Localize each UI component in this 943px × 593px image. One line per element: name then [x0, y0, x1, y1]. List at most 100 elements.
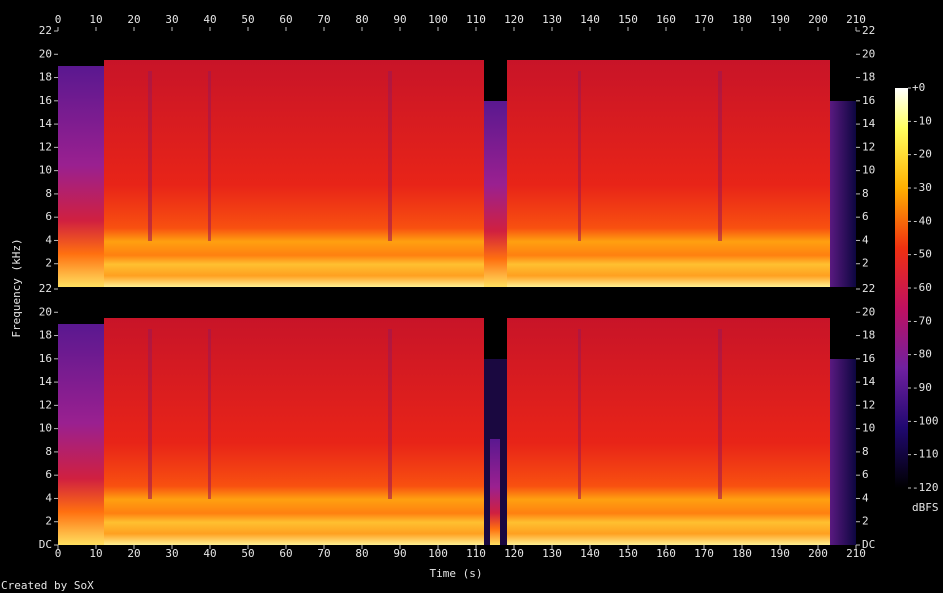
x-tick-label: 100	[428, 547, 448, 560]
y-tick-label: 20	[39, 305, 52, 318]
y-tick-label: 18	[862, 329, 875, 342]
y-tick-label: 12	[862, 398, 875, 411]
x-tick-label: 40	[203, 13, 216, 26]
y-tick-label: 16	[39, 94, 52, 107]
x-tick-label: 60	[279, 13, 292, 26]
y-tick-label: 20	[862, 305, 875, 318]
y-tick-label: 12	[39, 398, 52, 411]
y-tick-label: 22	[39, 24, 52, 37]
x-tick-label: 170	[694, 13, 714, 26]
x-tick-label: 30	[165, 13, 178, 26]
y-tick-label: 2	[45, 257, 52, 270]
x-tick-label: 70	[317, 13, 330, 26]
y-tick-label: 16	[39, 352, 52, 365]
x-tick-label: 180	[732, 13, 752, 26]
y-tick-label: 14	[39, 117, 53, 130]
y-tick-label: 18	[862, 71, 875, 84]
y-tick-label: 8	[45, 187, 52, 200]
x-tick-label: 10	[89, 547, 102, 560]
x-tick-label: 100	[428, 13, 448, 26]
y-tick-label: 4	[862, 491, 869, 504]
x-tick-label: 200	[808, 547, 828, 560]
colorbar-tick-label: -100	[912, 414, 939, 427]
x-tick-label: 140	[580, 547, 600, 560]
y-tick-label: 18	[39, 71, 52, 84]
y-axis-label: Frequency (kHz)	[10, 238, 23, 337]
x-tick-label: 110	[466, 547, 486, 560]
y-tick-label: 2	[862, 257, 869, 270]
x-tick-label: 130	[542, 547, 562, 560]
y-tick-label: 22	[862, 282, 875, 295]
colorbar	[895, 88, 908, 488]
x-tick-label: 50	[241, 547, 254, 560]
colorbar-tick-label: -30	[912, 181, 932, 194]
channel-1-image	[58, 31, 856, 287]
y-tick-label: 14	[39, 375, 53, 388]
colorbar-tick-label: -10	[912, 114, 932, 127]
colorbar-tick-label: -80	[912, 348, 932, 361]
colorbar-tick-label: -110	[912, 448, 939, 461]
colorbar-tick-label: -50	[912, 248, 932, 261]
colorbar-tick-label: -40	[912, 214, 932, 227]
x-tick-label: 20	[127, 13, 140, 26]
x-tick-label: 140	[580, 13, 600, 26]
x-tick-label: 160	[656, 547, 676, 560]
y-tick-label: DC	[39, 538, 52, 551]
x-tick-label: 110	[466, 13, 486, 26]
y-tick-label: 14	[862, 375, 876, 388]
footer: Created by SoX	[1, 579, 94, 592]
x-tick-label: 90	[393, 13, 406, 26]
colorbar-tick-label: -120	[912, 481, 939, 494]
x-tick-label: 60	[279, 547, 292, 560]
y-tick-label: 6	[45, 468, 52, 481]
y-tick-label: 4	[45, 491, 52, 504]
x-tick-label: 40	[203, 547, 216, 560]
colorbar-tick-label: -20	[912, 148, 932, 161]
y-tick-label: 10	[39, 164, 52, 177]
x-tick-label: 150	[618, 547, 638, 560]
y-tick-label: 10	[862, 164, 875, 177]
y-tick-label: 8	[45, 445, 52, 458]
colorbar-tick-label: -60	[912, 281, 932, 294]
y-tick-label: 2	[45, 515, 52, 528]
y-tick-label: 16	[862, 352, 875, 365]
x-tick-label: 0	[55, 547, 62, 560]
y-tick-label: 4	[862, 233, 869, 246]
y-tick-label: 14	[862, 117, 876, 130]
y-tick-label: 10	[862, 422, 875, 435]
y-tick-label: 6	[862, 210, 869, 223]
x-tick-label: 50	[241, 13, 254, 26]
x-tick-label: 80	[355, 13, 368, 26]
x-tick-label: 120	[504, 547, 524, 560]
y-tick-label: 8	[862, 445, 869, 458]
y-tick-label: 8	[862, 187, 869, 200]
x-axis-label: Time (s)	[430, 567, 483, 580]
x-tick-label: 170	[694, 547, 714, 560]
colorbar-tick-label: +0	[912, 81, 925, 94]
y-tick-label: 2	[862, 515, 869, 528]
y-tick-label: 6	[862, 468, 869, 481]
y-tick-label: 18	[39, 329, 52, 342]
x-tick-label: 210	[846, 13, 866, 26]
y-tick-label: 20	[39, 47, 52, 60]
y-tick-label: 16	[862, 94, 875, 107]
colorbar-label: dBFS	[912, 501, 939, 514]
x-tick-label: 150	[618, 13, 638, 26]
colorbar-tick-label: -70	[912, 314, 932, 327]
x-tick-label: 20	[127, 547, 140, 560]
x-tick-label: 190	[770, 13, 790, 26]
y-tick-label: 6	[45, 210, 52, 223]
y-tick-label: 10	[39, 422, 52, 435]
y-tick-label: 12	[39, 140, 52, 153]
y-tick-label: DC	[862, 538, 875, 551]
y-tick-label: 20	[862, 47, 875, 60]
x-tick-label: 130	[542, 13, 562, 26]
x-tick-label: 70	[317, 547, 330, 560]
x-tick-label: 0	[55, 13, 62, 26]
x-tick-label: 90	[393, 547, 406, 560]
x-tick-label: 190	[770, 547, 790, 560]
channel-2-image	[58, 289, 856, 545]
x-tick-label: 210	[846, 547, 866, 560]
